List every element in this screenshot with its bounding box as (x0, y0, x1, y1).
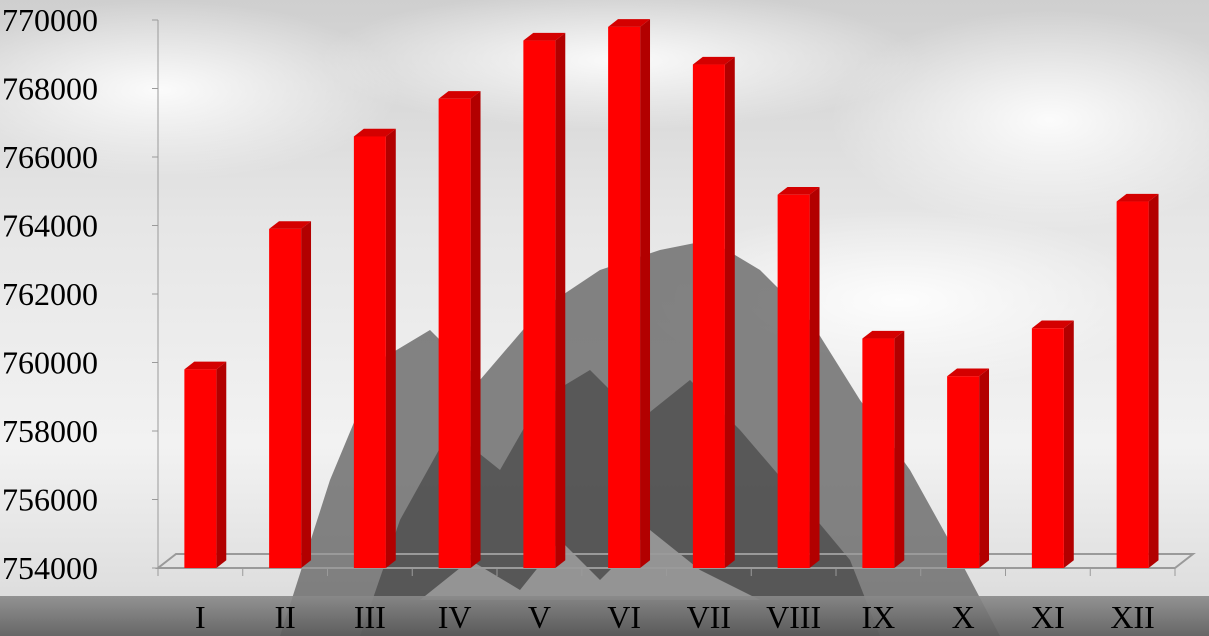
bar-front-face (353, 136, 386, 568)
x-tick-label: VIII (766, 599, 821, 635)
bar (184, 361, 227, 568)
x-tick-label: VI (607, 599, 641, 635)
bar-front-face (184, 369, 217, 568)
bar (353, 128, 396, 568)
bar-side-face (555, 32, 566, 569)
x-tick-label: I (195, 599, 206, 635)
y-tick-label: 768000 (2, 71, 98, 107)
bar (1116, 193, 1159, 568)
bar-side-face (1148, 193, 1159, 568)
x-tick-label: IX (861, 599, 895, 635)
bars (184, 19, 1159, 569)
x-tick-label: X (952, 599, 975, 635)
bar-side-face (724, 56, 735, 568)
y-tick-label: 756000 (2, 482, 98, 518)
bar (608, 19, 651, 569)
bar-front-face (692, 64, 725, 569)
x-tick-label: VII (687, 599, 731, 635)
bar-front-face (862, 338, 895, 568)
bar-side-face (640, 19, 651, 568)
bar-top-face (1116, 193, 1159, 202)
bar-top-face (608, 19, 651, 27)
bar-front-face (438, 98, 471, 569)
x-tick-label: II (274, 599, 295, 635)
bar-top-face (1031, 320, 1074, 329)
bar-side-face (979, 368, 990, 568)
bar (692, 56, 735, 569)
y-tick-label: 762000 (2, 276, 98, 312)
bar (1031, 320, 1074, 568)
bar-front-face (269, 228, 302, 569)
bar (947, 368, 990, 568)
bar-top-face (269, 221, 312, 229)
x-tick-label: XII (1110, 599, 1154, 635)
bar-side-face (385, 128, 396, 568)
bar-top-face (184, 361, 227, 370)
bar-side-face (470, 91, 481, 568)
bar-top-face (777, 186, 820, 195)
bar-side-face (894, 330, 905, 568)
bar (523, 32, 566, 569)
x-tick-label: IV (438, 599, 472, 635)
y-tick-label: 758000 (2, 413, 98, 449)
x-tick-label: XI (1031, 599, 1065, 635)
bar-top-face (438, 91, 481, 99)
bar-top-face (692, 56, 735, 65)
bar-front-face (1031, 328, 1064, 568)
bar-front-face (777, 194, 810, 569)
bar (862, 330, 905, 568)
y-tick-label: 770000 (2, 2, 98, 38)
y-tick-label: 764000 (2, 208, 98, 244)
bar-front-face (1116, 201, 1149, 568)
bar-top-face (353, 128, 396, 137)
bar (438, 91, 481, 569)
bar-side-face (216, 361, 227, 568)
bar-top-face (862, 330, 905, 339)
bar-side-face (809, 186, 820, 568)
axes (152, 19, 1196, 576)
bar-side-face (1063, 320, 1074, 568)
bar (777, 186, 820, 569)
bar-front-face (947, 376, 980, 568)
y-tick-label: 766000 (2, 139, 98, 175)
x-tick-label: V (528, 599, 551, 635)
bar-front-face (608, 26, 641, 569)
labels: 754000 756000 758000 760000 762000 764000 7660… (2, 2, 1155, 635)
y-tick-label: 760000 (2, 345, 98, 381)
bar-top-face (947, 368, 990, 377)
y-tick-label: 754000 (2, 550, 98, 586)
bar-front-face (523, 40, 556, 569)
x-tick-label: III (354, 599, 386, 635)
bar-top-face (523, 32, 566, 41)
bar (269, 221, 312, 569)
bar-side-face (301, 221, 312, 568)
